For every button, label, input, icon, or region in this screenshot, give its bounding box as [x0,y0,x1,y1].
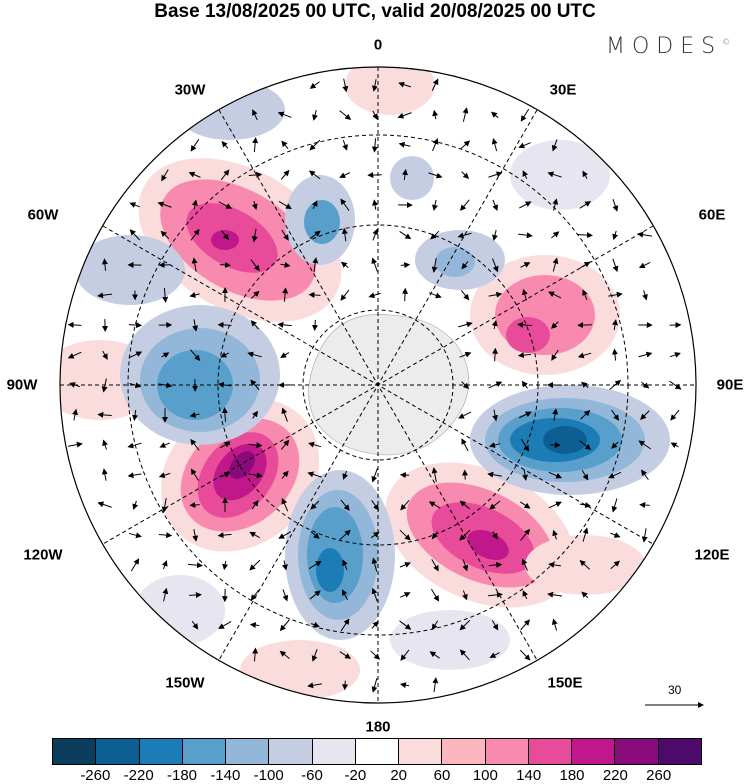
colorbar-tick-label: -180 [167,767,197,784]
colorbar-swatch [615,739,658,764]
wind-vector [578,325,592,326]
colorbar-tick-label: -260 [80,767,110,784]
colorbar-swatch [140,739,183,764]
colorbar-tick-label: 260 [646,767,671,784]
lon-label-60e: 60E [699,207,726,224]
colorbar-swatch [442,739,485,764]
wind-vector [495,349,496,361]
lon-label-120w: 120W [23,547,62,564]
lon-label-150e: 150E [547,675,582,692]
colorbar-tick-label: 100 [473,767,498,784]
colorbar-swatch [356,739,399,764]
colorbar-swatch [659,739,701,764]
colorbar-swatch [53,739,96,764]
colorbar-swatch [313,739,356,764]
wind-vector [345,681,346,690]
colorbar-tick-label: 20 [390,767,407,784]
lon-label-30w: 30W [175,82,206,99]
wind-vector [405,289,406,301]
lon-label-150w: 150W [165,675,204,692]
lon-label-90e: 90E [717,377,744,394]
lon-label-30e: 30E [550,82,577,99]
colorbar-swatch [96,739,139,764]
colorbar-tick-label: 60 [434,767,451,784]
colorbar-tick-label: -220 [124,767,154,784]
colorbar-tick-label: -100 [254,767,284,784]
colorbar-tick-label: 220 [603,767,628,784]
lon-label-60w: 60W [28,207,59,224]
colorbar-tick-label: -20 [344,767,366,784]
colorbar-tick-label: 140 [516,767,541,784]
colorbar-swatch [183,739,226,764]
wind-vector [640,505,650,506]
colorbar-tick-label: -140 [210,767,240,784]
colorbar-swatch [226,739,269,764]
colorbar-swatch [529,739,572,764]
colorbar-swatch [269,739,312,764]
lon-label-120e: 120E [694,547,729,564]
vector-scale-label: 30 [668,683,681,697]
wind-vector [189,595,201,596]
lon-label-0: 0 [374,37,382,54]
colorbar-swatch [486,739,529,764]
colorbar-tick-label: 180 [559,767,584,784]
colorbar-swatch [399,739,442,764]
colorbar-swatch [572,739,615,764]
lon-label-180: 180 [365,719,390,736]
colorbar [52,738,702,765]
lon-label-90w: 90W [7,377,38,394]
colorbar-tick-label: -60 [301,767,323,784]
